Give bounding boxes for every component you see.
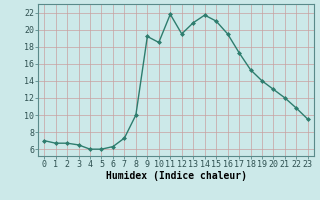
- X-axis label: Humidex (Indice chaleur): Humidex (Indice chaleur): [106, 171, 246, 181]
